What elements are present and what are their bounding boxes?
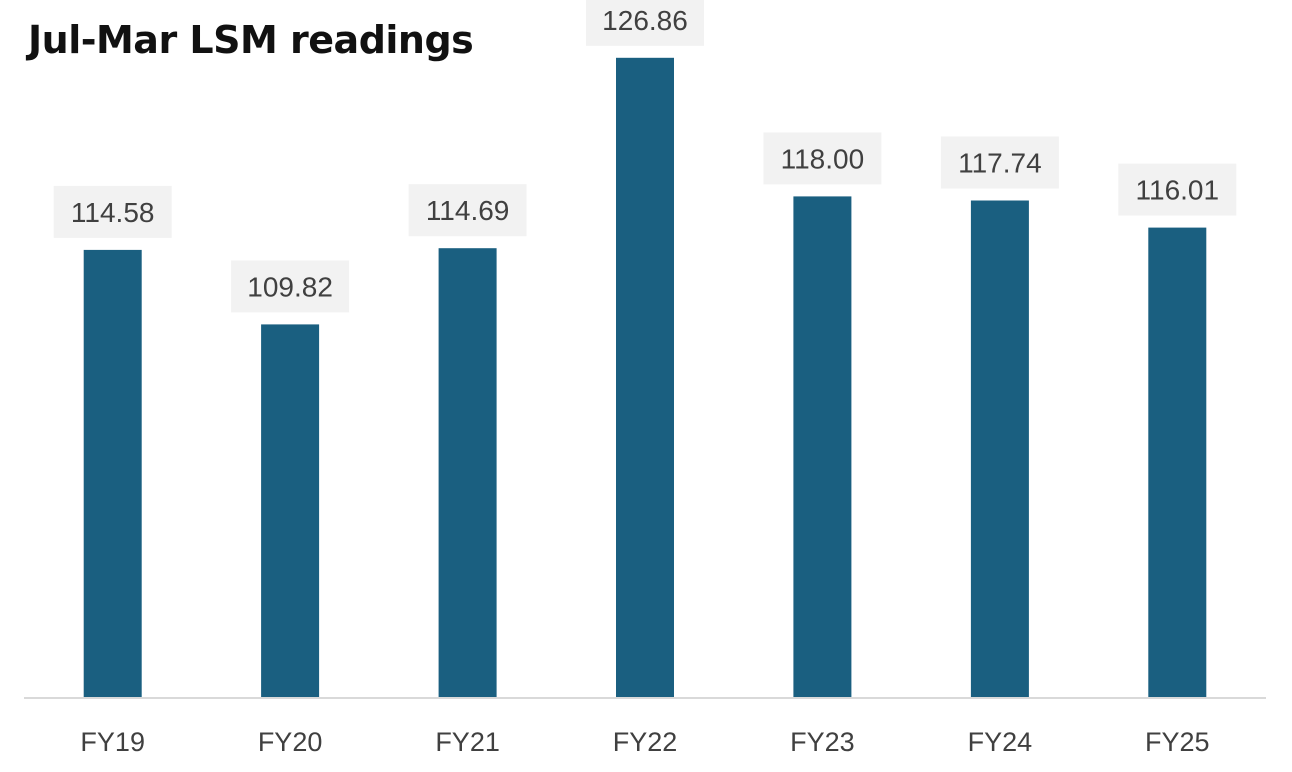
x-tick-label-fy21: FY21	[435, 727, 500, 757]
data-label-fy22: 126.86	[586, 0, 704, 46]
x-axis-ticks: FY19 FY20 FY21 FY22 FY23 FY24 FY25	[80, 727, 1209, 757]
chart-title: Jul-Mar LSM readings	[28, 18, 474, 62]
x-tick-label-fy23: FY23	[790, 727, 855, 757]
bar-fy23	[793, 196, 852, 697]
data-label-text: 117.74	[958, 148, 1042, 179]
data-label-text: 116.01	[1136, 175, 1220, 206]
data-label-fy19: 114.58	[53, 185, 172, 238]
data-label-box	[1118, 163, 1237, 216]
data-label-box	[231, 260, 350, 313]
bar-fy24	[970, 200, 1029, 697]
data-label-box	[53, 185, 172, 238]
bar-fy20	[261, 324, 320, 697]
x-tick-label-fy19: FY19	[80, 727, 145, 757]
x-tick-label-fy20: FY20	[258, 727, 323, 757]
bar-fy25	[1148, 227, 1207, 697]
bar-fy22	[616, 57, 674, 698]
x-tick-label-fy24: FY24	[968, 727, 1033, 757]
data-label-box	[408, 184, 527, 237]
data-label-text: 126.86	[602, 5, 688, 36]
data-label-text: 109.82	[247, 271, 333, 302]
data-label-fy24: 117.74	[940, 136, 1059, 189]
data-label-fy20: 109.82	[231, 260, 350, 313]
data-labels-layer: 114.58 109.82 114.69 126.86 118.00 117.74 116.…	[53, 0, 1237, 313]
data-label-text: 118.00	[781, 143, 865, 174]
bar-fy21	[438, 248, 497, 697]
data-label-box	[940, 136, 1059, 189]
data-label-box	[586, 0, 704, 46]
data-label-fy25: 116.01	[1118, 163, 1237, 216]
x-tick-label-fy25: FY25	[1145, 727, 1210, 757]
data-label-text: 114.58	[71, 197, 155, 228]
data-label-text: 114.69	[426, 195, 510, 226]
bars-layer	[83, 57, 1207, 698]
bar-fy19	[83, 249, 142, 697]
data-label-fy23: 118.00	[763, 132, 882, 185]
data-label-fy21: 114.69	[408, 184, 527, 237]
x-tick-label-fy22: FY22	[613, 727, 678, 757]
data-label-box	[763, 132, 882, 185]
